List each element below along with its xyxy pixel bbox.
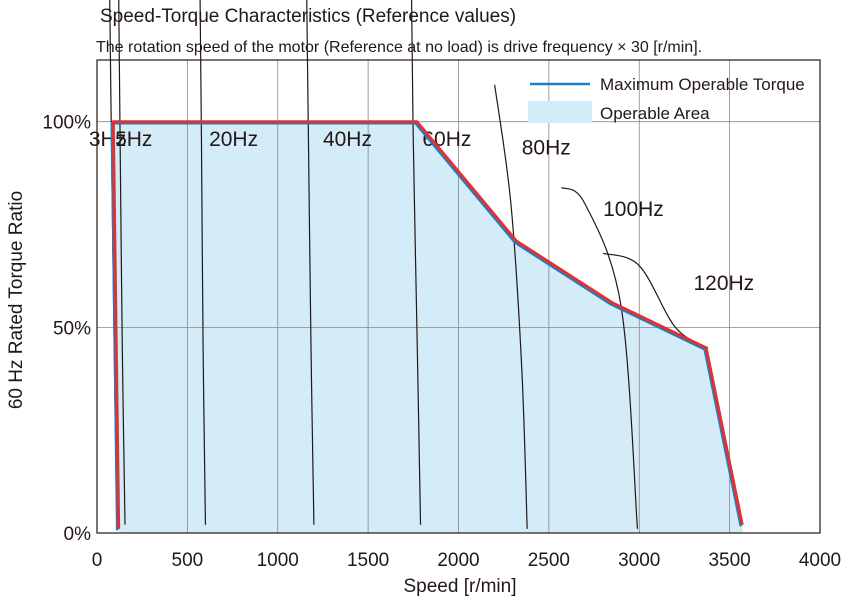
curve-label-40hz: 40Hz: [323, 128, 372, 151]
y-tick-label-50: 50%: [53, 318, 91, 339]
curve-80hz: [494, 84, 528, 529]
legend-swatch-operable-area: [528, 101, 592, 123]
x-tick-label-0: 0: [92, 550, 103, 571]
x-tick-label-500: 500: [172, 550, 204, 571]
x-tick-label-4000: 4000: [799, 550, 841, 571]
curve-label-80hz: 80Hz: [522, 136, 571, 159]
x-tick-label-2000: 2000: [437, 550, 479, 571]
y-tick-label-100: 100%: [42, 113, 91, 134]
y-tick-label-0: 0%: [64, 524, 92, 545]
curve-100hz: [561, 186, 639, 529]
curve-5hz: [118, 0, 126, 525]
curve-40hz: [306, 0, 315, 525]
axis-ticks-layer: 0 500 1000 1500 2000 2500 3000 3500 4000 0% 50% 100…: [42, 113, 841, 571]
x-tick-label-1000: 1000: [257, 550, 299, 571]
max-torque-line-layer: [110, 120, 744, 531]
y-axis-label: 60 Hz Rated Torque Ratio: [6, 191, 27, 409]
max-torque-line-shadow: [110, 121, 743, 531]
legend: Maximum Operable Torque Operable Area: [528, 75, 805, 123]
curve-label-5hz: 5Hz: [115, 128, 152, 151]
curve-label-20hz: 20Hz: [209, 128, 258, 151]
chart-subtitle: The rotation speed of the motor (Referen…: [96, 39, 702, 56]
x-tick-label-1500: 1500: [347, 550, 389, 571]
max-torque-line: [111, 120, 744, 529]
chart-title: Speed-Torque Characteristics (Reference …: [100, 6, 516, 27]
legend-label-max-torque: Maximum Operable Torque: [600, 75, 805, 94]
curve-label-120hz: 120Hz: [693, 272, 754, 295]
plot-frame: [96, 59, 821, 534]
legend-label-operable-area: Operable Area: [600, 104, 710, 123]
curve-20hz: [199, 0, 207, 525]
x-tick-label-3000: 3000: [618, 550, 660, 571]
curve-label-100hz: 100Hz: [603, 198, 664, 221]
curve-label-3hz: 3Hz: [89, 128, 126, 151]
x-axis-label: Speed [r/min]: [404, 576, 517, 597]
grid-layer: [97, 60, 820, 533]
x-tick-label-3500: 3500: [708, 550, 750, 571]
curve-60hz: [410, 0, 422, 525]
x-tick-label-2500: 2500: [528, 550, 570, 571]
